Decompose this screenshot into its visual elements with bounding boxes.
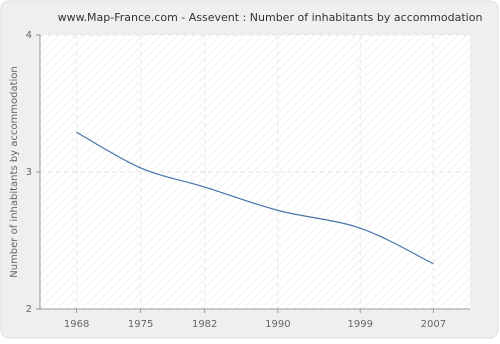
data-line <box>76 131 434 265</box>
x-tick-label: 1982 <box>192 319 217 330</box>
y-tick-label: 4 <box>26 30 32 41</box>
plot-area <box>40 35 470 309</box>
x-tick-label: 1968 <box>64 319 89 330</box>
y-axis-label: Number of inhabitants by accommodation <box>9 66 20 278</box>
y-tick-label: 3 <box>26 167 32 178</box>
x-tick-label: 1999 <box>347 319 372 330</box>
x-tick-label: 1990 <box>265 319 290 330</box>
x-tick-label: 1975 <box>128 319 153 330</box>
chart-title: www.Map-France.com - Assevent : Number o… <box>58 11 483 24</box>
x-tick-label: 2007 <box>421 319 446 330</box>
y-tick-label: 2 <box>26 304 32 315</box>
